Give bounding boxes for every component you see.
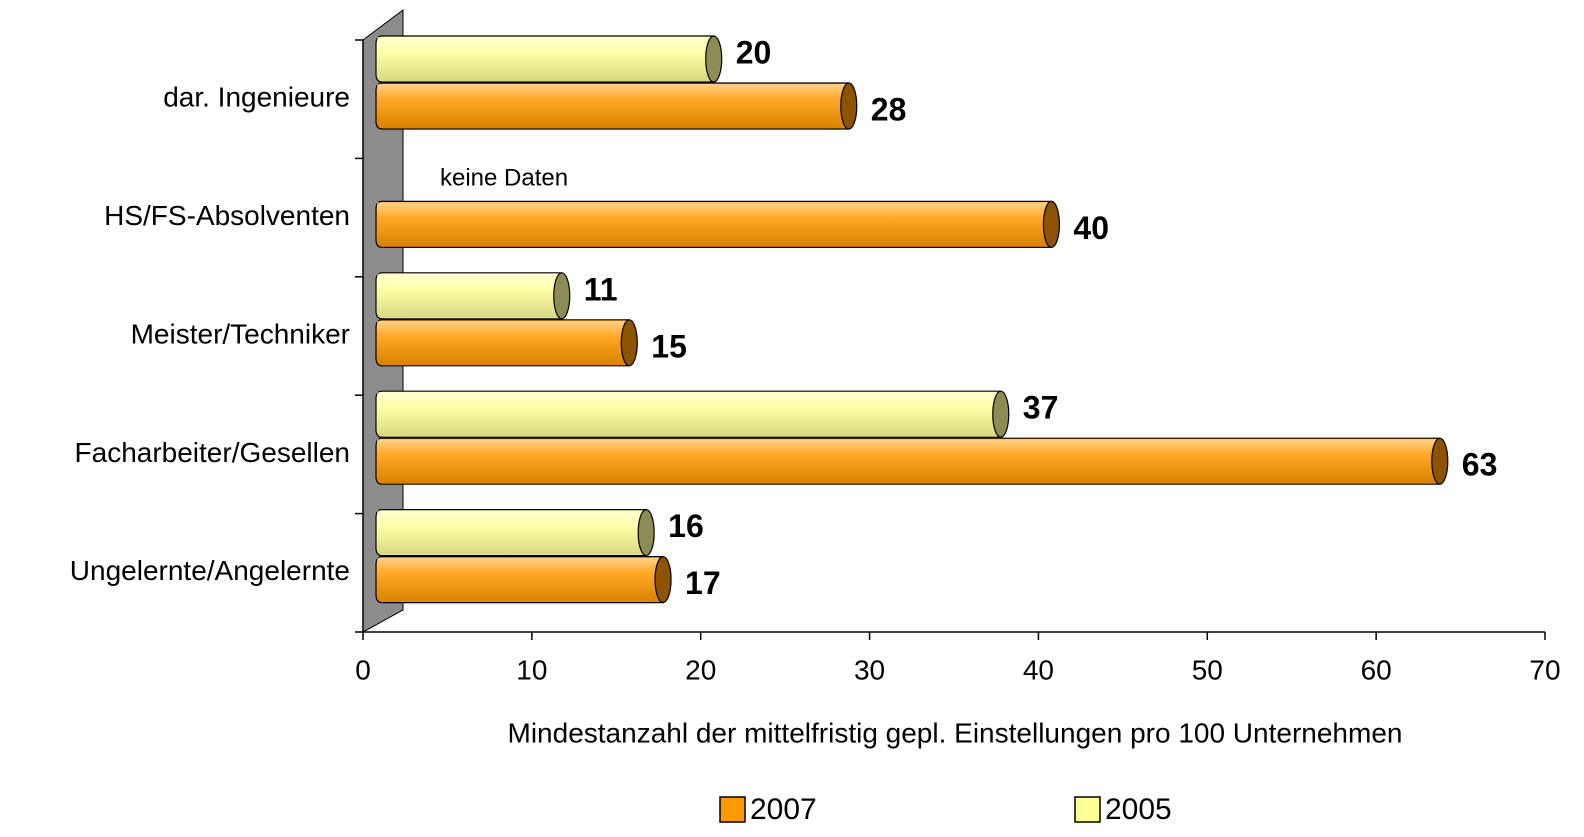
bar-cap xyxy=(620,319,638,367)
annotation: keine Daten xyxy=(440,164,568,191)
x-tick-label: 20 xyxy=(685,654,716,685)
bar-cap xyxy=(992,390,1010,438)
x-tick-label: 70 xyxy=(1529,654,1560,685)
category-label: HS/FS-Absolventen xyxy=(104,200,350,231)
x-tick-label: 0 xyxy=(355,654,371,685)
bar-shine xyxy=(377,84,849,128)
bar-cap xyxy=(705,35,723,83)
data-label: 16 xyxy=(668,508,704,544)
bar-cap xyxy=(840,82,858,130)
data-label: 40 xyxy=(1073,210,1109,246)
bar-cap xyxy=(654,555,672,604)
bar-cap-shade xyxy=(621,319,638,366)
category-label: Facharbeiter/Gesellen xyxy=(75,437,350,468)
legend-swatch xyxy=(1074,796,1101,823)
bar-shine xyxy=(377,439,1440,484)
x-tick-label: 10 xyxy=(516,654,547,685)
bar-shine xyxy=(377,37,714,81)
bar-cap-shade xyxy=(1431,438,1448,485)
bar-cap-shade xyxy=(992,391,1009,438)
bar-shine xyxy=(377,557,664,602)
bar-shine xyxy=(377,392,1001,437)
x-tick-label: 40 xyxy=(1023,654,1054,685)
x-tick-label: 60 xyxy=(1361,654,1392,685)
data-label: 63 xyxy=(1462,447,1498,483)
bar-cap-shade xyxy=(840,83,857,129)
category-label: Ungelernte/Angelernte xyxy=(70,555,350,586)
bar-cap-shade xyxy=(655,556,672,603)
data-label: 15 xyxy=(651,328,687,364)
data-label: 37 xyxy=(1023,390,1059,426)
category-label: Meister/Techniker xyxy=(131,318,350,349)
legend-swatch xyxy=(719,796,746,823)
bar-cap-shade xyxy=(705,36,722,82)
bar-shine xyxy=(377,273,562,318)
data-label: 20 xyxy=(736,34,772,70)
bar-cap-shade xyxy=(1043,201,1060,248)
bar-shine xyxy=(377,320,630,365)
x-tick-label: 30 xyxy=(854,654,885,685)
legend-label: 2007 xyxy=(750,793,817,826)
bar-cap xyxy=(1431,437,1449,485)
bar-cap xyxy=(553,272,571,320)
bar-cap-shade xyxy=(553,272,570,319)
bar-cap-shade xyxy=(638,509,655,556)
x-tick-label: 50 xyxy=(1192,654,1223,685)
data-label: 28 xyxy=(871,91,907,127)
legend-label: 2005 xyxy=(1105,793,1172,826)
bar-shine xyxy=(377,202,1052,247)
bar-shine xyxy=(377,510,647,555)
x-axis-title: Mindestanzahl der mittelfristig gepl. Ei… xyxy=(508,717,1403,748)
bar-cap xyxy=(1042,200,1061,248)
bar-cap xyxy=(637,508,655,557)
data-label: 11 xyxy=(584,271,618,307)
category-label: dar. Ingenieure xyxy=(163,82,350,113)
data-label: 17 xyxy=(685,565,721,601)
